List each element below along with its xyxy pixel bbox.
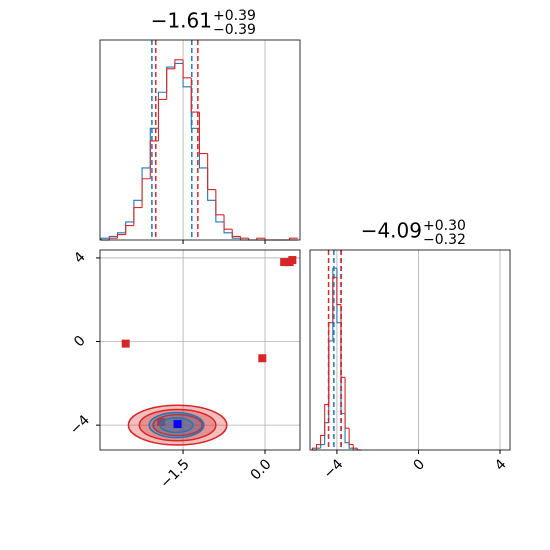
histogram-step [174, 62, 184, 68]
histogram-step [182, 59, 192, 79]
title-main: −4.09 [361, 219, 422, 243]
histogram-step [340, 304, 346, 378]
histogram-step [239, 236, 249, 239]
title-upper: +0.39 [213, 8, 256, 24]
point [280, 258, 289, 267]
histogram-step [289, 237, 298, 240]
title-upper: +0.30 [423, 218, 466, 234]
histogram-step [223, 221, 233, 234]
histogram-step [100, 237, 110, 240]
histogram-step [108, 235, 118, 239]
histogram-step [332, 276, 337, 323]
histogram-step [340, 322, 346, 415]
y-tick-label: −4 [67, 412, 93, 438]
histogram-step [328, 322, 333, 405]
histogram-step [352, 444, 358, 449]
histogram-step [231, 232, 241, 239]
x-tick-label: 4 [492, 456, 510, 474]
histogram-step [141, 178, 151, 208]
panel-frame [99, 249, 301, 451]
histogram-step [320, 443, 325, 449]
histogram-step [108, 237, 118, 240]
histogram-step [190, 77, 200, 113]
title-lower: −0.32 [423, 232, 466, 248]
histogram-step [215, 189, 225, 216]
histogram-step [231, 229, 241, 237]
histogram-step [157, 91, 167, 129]
histogram-step [348, 428, 354, 446]
panel-frame [99, 39, 301, 241]
point [288, 256, 297, 265]
histogram-step [344, 377, 350, 429]
y-tick-label: 4 [71, 249, 89, 267]
histogram-step [320, 434, 325, 445]
x-tick-label: −1.5 [157, 456, 192, 491]
point [121, 339, 130, 348]
title-main: −1.61 [151, 9, 212, 33]
histogram-step [182, 63, 192, 88]
histogram-step [315, 447, 321, 450]
histogram-step [324, 403, 329, 436]
histogram-step [157, 98, 167, 141]
histogram-step [207, 167, 216, 201]
histogram-step [125, 221, 134, 233]
histogram-step [256, 237, 266, 240]
histogram-step [116, 234, 126, 239]
point [258, 354, 267, 363]
histogram-step [141, 167, 151, 201]
x-tick-label: 0.0 [248, 456, 275, 483]
histogram-step [174, 59, 184, 69]
histogram-step [328, 340, 333, 423]
panel-frame [309, 249, 511, 451]
histogram-step [336, 277, 341, 306]
histogram-step [133, 207, 143, 226]
point [173, 420, 182, 429]
x-tick-label: −4 [321, 456, 347, 482]
histogram-step [133, 199, 143, 222]
y-tick-label: 0 [71, 333, 89, 351]
histogram-step [125, 225, 134, 235]
histogram-step [166, 66, 175, 93]
histogram-step [215, 200, 225, 223]
histogram-step [198, 112, 208, 155]
histogram-step [207, 153, 216, 191]
histogram-step [315, 443, 321, 449]
histogram-step [223, 214, 233, 230]
histogram-step [166, 68, 175, 100]
title-lower: −0.39 [213, 22, 256, 38]
histogram-step [348, 442, 354, 449]
histogram-step [198, 128, 208, 169]
x-tick-label: 0 [410, 456, 428, 474]
histogram-step [311, 447, 317, 450]
